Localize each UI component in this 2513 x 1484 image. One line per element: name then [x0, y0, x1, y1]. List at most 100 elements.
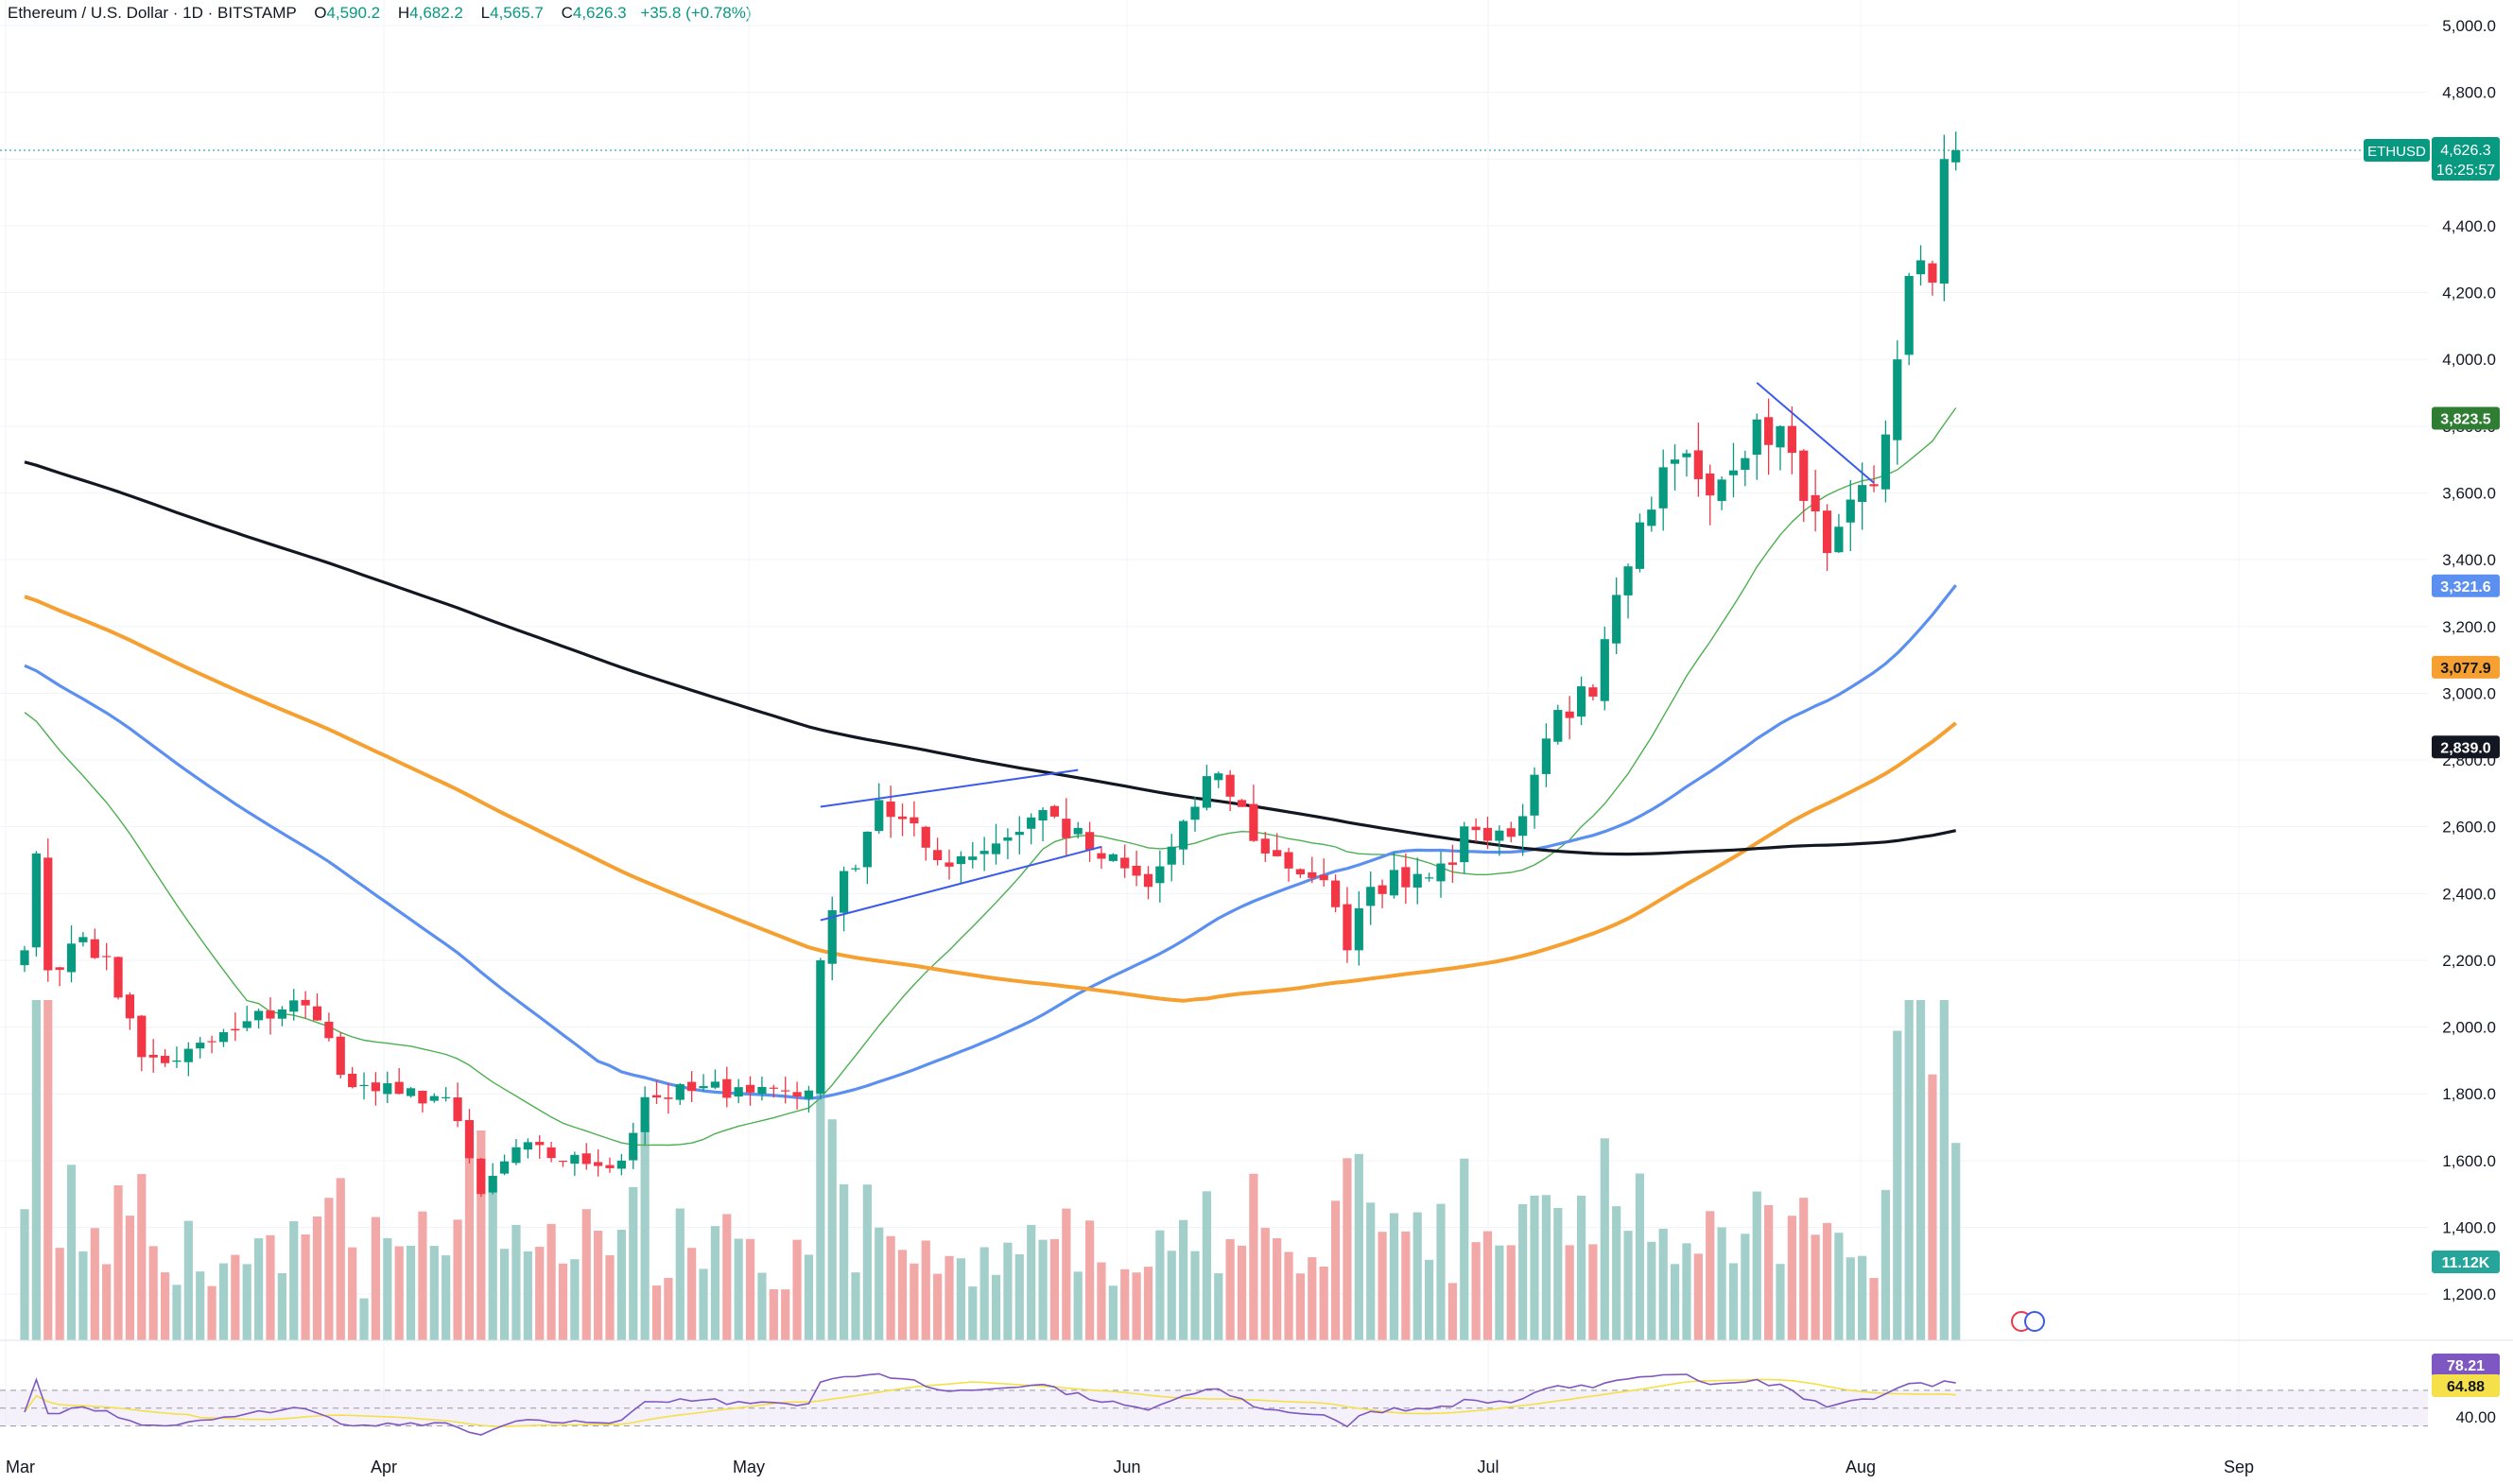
volume-bar — [442, 1255, 451, 1340]
candle-body — [1014, 832, 1024, 836]
candle-body — [921, 826, 930, 848]
candle-body — [1202, 776, 1211, 808]
candle-body — [207, 1041, 217, 1043]
price-tick-label: 2,200.0 — [2442, 952, 2496, 970]
candle-body — [769, 1087, 778, 1089]
candle-body — [1647, 509, 1656, 526]
volume-bar — [1928, 1074, 1937, 1340]
close-value: 4,626.3 — [572, 4, 627, 22]
trendlines[interactable] — [820, 382, 1875, 922]
candle-body — [792, 1092, 802, 1096]
time-axis[interactable]: Mar Apr May Jun Jul Aug Sep — [6, 1458, 2254, 1476]
volume-bar — [991, 1274, 1001, 1340]
volume-bar — [1014, 1253, 1024, 1340]
axis-tags: ETHUSD 4,626.3 16:25:57 3,823.5 3,321.6 3,077… — [2011, 136, 2500, 1397]
volume-bar — [477, 1130, 486, 1340]
volume-bar — [1073, 1271, 1083, 1340]
candle-body — [442, 1096, 451, 1098]
candle-body — [1728, 470, 1739, 475]
price-tick-label: 3,400.0 — [2442, 551, 2496, 569]
candle-body — [359, 1084, 369, 1087]
open-label: O — [314, 4, 327, 22]
ma-tag-ma200-bg — [2432, 735, 2500, 759]
change-value: +35.8 (+0.78%) — [640, 4, 752, 22]
volume-tag-bg — [2432, 1251, 2500, 1273]
price-axis[interactable]: 5,000.04,800.04,600.04,400.04,200.04,000… — [0, 17, 2496, 1303]
grid — [0, 0, 2428, 1427]
volume-bar — [629, 1186, 638, 1340]
volume-bar — [535, 1247, 545, 1340]
candle-body — [1658, 467, 1668, 509]
volume-bar — [218, 1263, 229, 1340]
chart-header: Ethereum / U.S. Dollar · 1D · BITSTAMP O… — [8, 4, 752, 23]
volume-bar — [1366, 1202, 1376, 1340]
volume-bar — [1108, 1286, 1118, 1340]
volume-bar — [1330, 1200, 1341, 1340]
volume-bar — [1155, 1230, 1165, 1340]
candle-body — [1132, 865, 1141, 876]
candle-body — [1670, 459, 1680, 464]
volume-bar — [1565, 1245, 1574, 1340]
volume-bar — [675, 1208, 685, 1340]
candle-body — [1049, 805, 1060, 817]
candle-body — [1682, 453, 1691, 457]
trendline — [1756, 382, 1875, 484]
candle-body — [1003, 837, 1013, 841]
candle-body — [699, 1086, 708, 1089]
volume-bar — [1097, 1262, 1106, 1340]
volume-bar — [90, 1228, 99, 1340]
candle-body — [991, 843, 1001, 854]
volume-bar — [851, 1272, 860, 1340]
price-tick-label: 1,200.0 — [2442, 1286, 2496, 1303]
candle-body — [968, 856, 978, 860]
time-tick-label: May — [733, 1458, 765, 1476]
volume-bar — [1225, 1239, 1235, 1340]
candle-body — [1518, 816, 1528, 837]
volume-bars — [20, 1000, 1961, 1340]
rsi-pane[interactable]: 40.00 — [0, 1339, 2513, 1436]
volume-bar — [254, 1238, 264, 1340]
volume-bar — [499, 1249, 510, 1340]
candle-body — [1928, 263, 1937, 283]
volume-bar — [1495, 1245, 1504, 1340]
volume-bar — [242, 1264, 251, 1340]
volume-bar — [1635, 1173, 1645, 1340]
volume-bar — [78, 1251, 88, 1340]
candle-body — [90, 939, 99, 958]
candle-body — [1319, 874, 1328, 881]
candle-body — [1576, 686, 1586, 717]
candle-body — [289, 1000, 299, 1012]
volume-bar — [1822, 1222, 1832, 1340]
candle-body — [324, 1021, 334, 1039]
time-tick-label: Aug — [1846, 1458, 1876, 1476]
moving-averages — [24, 407, 1957, 1147]
candle-body — [979, 851, 989, 854]
volume-bar — [1249, 1173, 1258, 1340]
volume-bar — [1308, 1257, 1317, 1340]
volume-bar — [651, 1285, 662, 1340]
candle-body — [1330, 880, 1341, 907]
volume-bar — [160, 1272, 170, 1340]
candles[interactable] — [20, 131, 1961, 1198]
rsi-value-tag: 78.21 — [2447, 1358, 2485, 1374]
volume-bar — [1764, 1204, 1774, 1340]
volume-bar — [1447, 1283, 1457, 1340]
volume-bar — [1273, 1237, 1282, 1340]
candle-body — [102, 956, 112, 958]
candle-body — [1776, 425, 1785, 448]
last-price-symbol: ETHUSD — [2367, 144, 2426, 160]
low-value: 4,565.7 — [490, 4, 544, 22]
volume-bar — [55, 1248, 64, 1340]
ma-tag-ma50: 3,321.6 — [2440, 579, 2490, 595]
volume-bar — [1530, 1195, 1539, 1340]
candle-body — [722, 1078, 732, 1098]
candle-body — [137, 1015, 147, 1058]
ma-tag-ma100: 3,077.9 — [2440, 661, 2490, 677]
candle-body — [1553, 710, 1563, 742]
volume-bar — [1693, 1253, 1703, 1340]
volume-bar — [511, 1224, 521, 1340]
volume-bar — [1752, 1191, 1761, 1340]
candle-body — [1308, 871, 1317, 878]
volume-bar — [968, 1286, 978, 1340]
